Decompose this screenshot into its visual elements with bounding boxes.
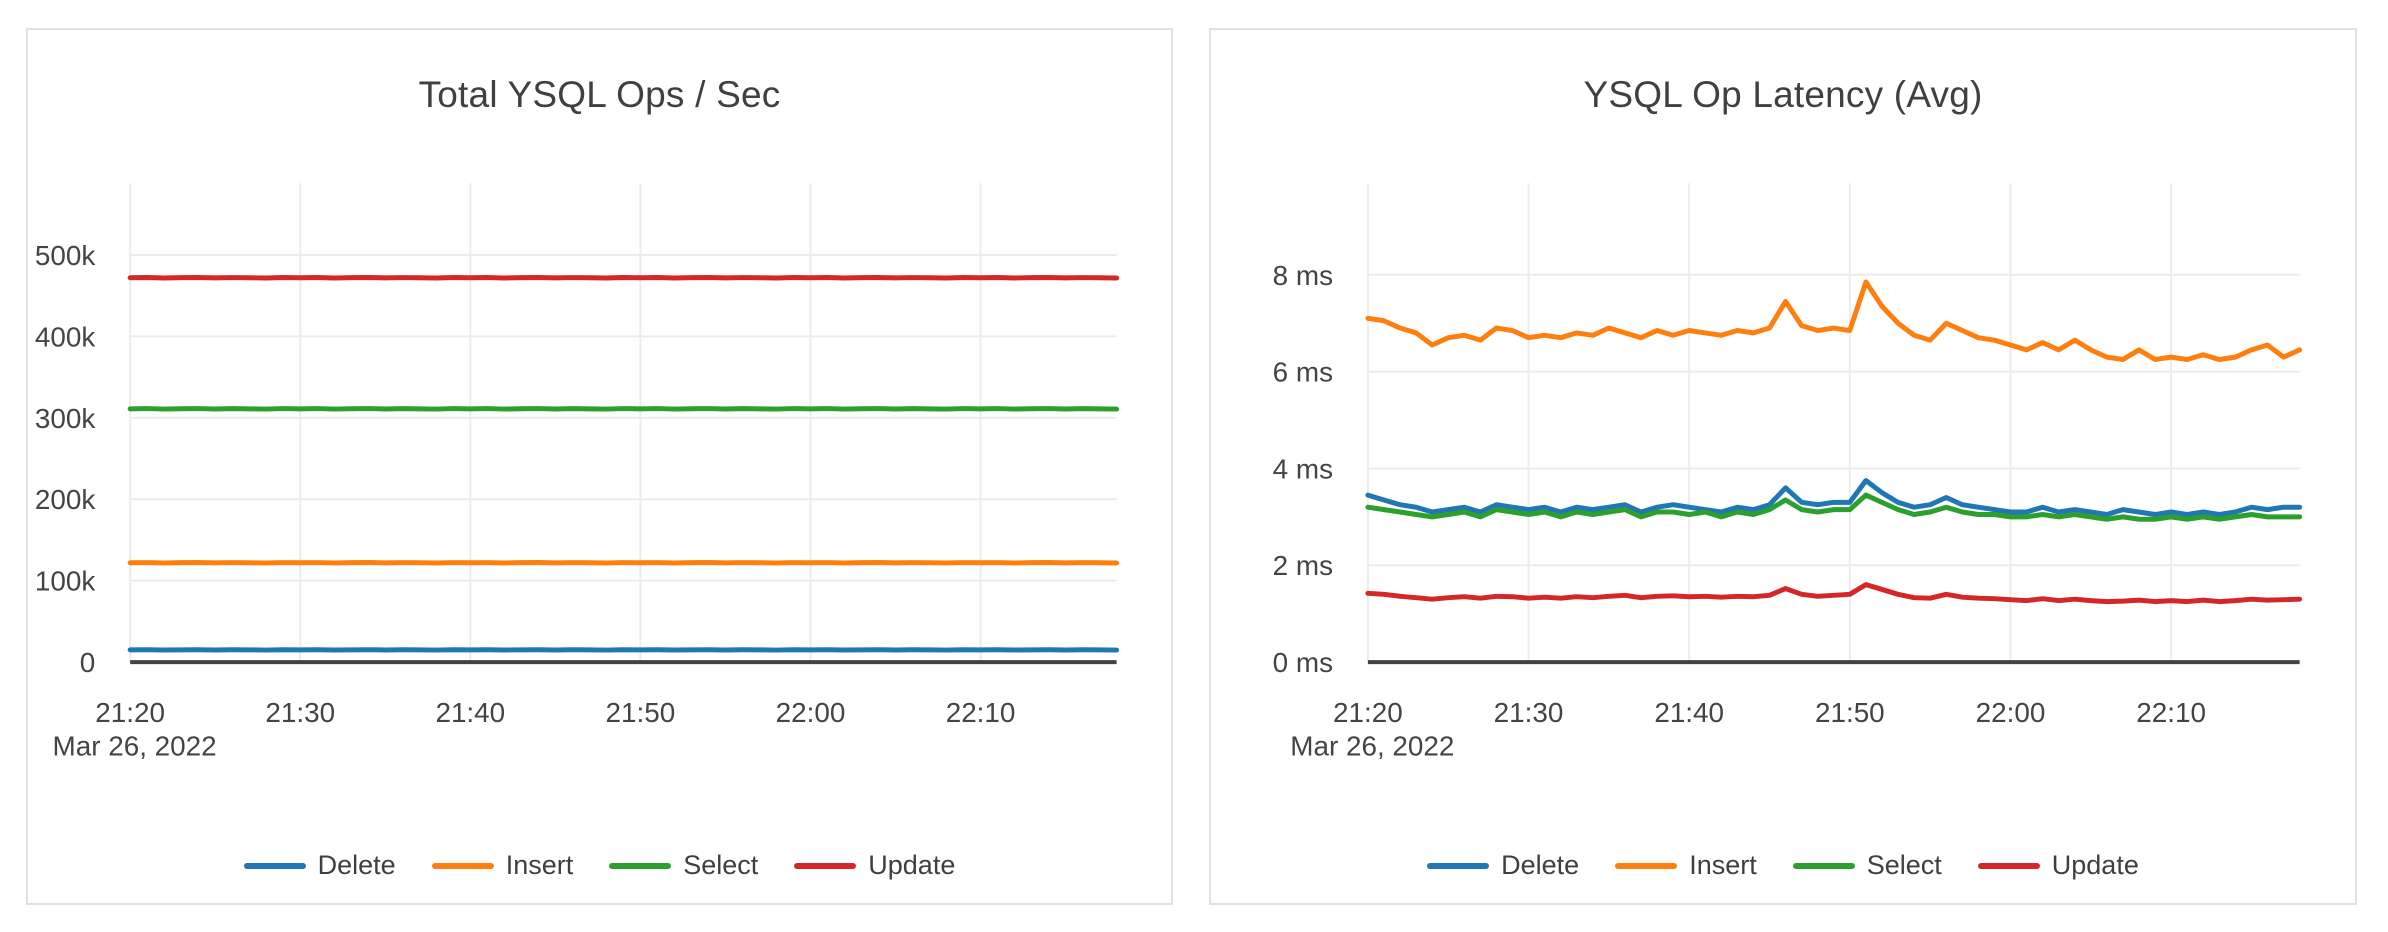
x-axis-date-label: Mar 26, 2022: [1290, 731, 1454, 762]
legend-label: Insert: [1689, 850, 1757, 880]
legend-line-swatch-icon: [243, 862, 306, 869]
x-axis-tick-label: 21:40: [1654, 697, 1724, 728]
legend-label: Select: [1866, 850, 1942, 880]
x-axis-tick-label: 22:10: [2136, 697, 2206, 728]
legend-label: Delete: [1501, 850, 1580, 880]
legend-label: Select: [683, 850, 759, 880]
y-axis-tick-label: 500k: [35, 240, 95, 271]
y-axis-tick-label: 200k: [35, 484, 95, 515]
legend-item-update[interactable]: Update: [794, 850, 955, 881]
x-axis-tick-label: 21:30: [265, 697, 335, 728]
x-axis-tick-label: 21:20: [95, 697, 165, 728]
legend-item-select[interactable]: Select: [609, 850, 758, 881]
y-axis-tick-label: 300k: [35, 403, 95, 434]
legend-label: Update: [2051, 850, 2139, 880]
op-latency-plot-area: 0 ms 2 ms 4 ms 6 ms 8 ms 21:20 21:30 21:40 21:50…: [1273, 183, 2303, 762]
legend-item-update[interactable]: Update: [1977, 850, 2139, 881]
y-axis-tick-label: 6 ms: [1273, 357, 1333, 388]
legend-item-delete[interactable]: Delete: [1427, 850, 1579, 881]
legend-line-swatch-icon: [1615, 862, 1678, 869]
x-axis-date-label: Mar 26, 2022: [53, 731, 217, 762]
legend-line-swatch-icon: [431, 862, 494, 869]
legend-label: Insert: [505, 850, 574, 880]
x-axis-tick-label: 21:50: [606, 697, 676, 728]
legend-line-swatch-icon: [794, 862, 857, 869]
ops-per-sec-chart-card: Total YSQL Ops / Sec 0 100k 200k 300k 400k 50…: [26, 28, 1173, 905]
chart-title: Total YSQL Ops / Sec: [418, 74, 781, 115]
x-axis-tick-label: 22:10: [946, 697, 1016, 728]
chart-legend: Delete Insert Select Update: [1211, 850, 2355, 881]
legend-line-swatch-icon: [1977, 862, 2040, 869]
legend-item-select[interactable]: Select: [1792, 850, 1942, 881]
series-line-update: [1365, 582, 2303, 605]
x-axis-tick-label: 21:30: [1494, 697, 1564, 728]
y-axis-tick-label: 400k: [35, 321, 95, 352]
x-axis-tick-label: 22:00: [776, 697, 846, 728]
legend-label: Update: [868, 850, 956, 880]
legend-item-delete[interactable]: Delete: [243, 850, 396, 881]
ops-per-sec-plot-area: 0 100k 200k 300k 400k 500k 21:20 21:30 21:40 21:5…: [35, 183, 1120, 762]
y-axis-tick-label: 0 ms: [1273, 647, 1333, 678]
y-axis-tick-label: 0: [80, 647, 96, 678]
series-line-select: [1365, 492, 2303, 522]
x-axis-tick-label: 21:50: [1815, 697, 1885, 728]
y-axis-tick-label: 8 ms: [1273, 260, 1333, 291]
legend-line-swatch-icon: [1427, 862, 1490, 869]
legend-item-insert[interactable]: Insert: [1615, 850, 1757, 881]
op-latency-chart-card: YSQL Op Latency (Avg) 0 ms 2 ms 4 ms 6 ms 8 …: [1209, 28, 2357, 905]
x-axis-tick-label: 22:00: [1976, 697, 2046, 728]
y-axis-tick-label: 100k: [35, 566, 95, 597]
x-axis-tick-label: 21:20: [1333, 697, 1403, 728]
chart-title: YSQL Op Latency (Avg): [1583, 74, 1983, 115]
y-axis-tick-label: 4 ms: [1273, 453, 1333, 484]
legend-line-swatch-icon: [1792, 862, 1855, 869]
legend-label: Delete: [317, 850, 396, 880]
chart-legend: Delete Insert Select Update: [28, 850, 1171, 881]
legend-item-insert[interactable]: Insert: [431, 850, 574, 881]
series-line-insert: [1365, 279, 2303, 362]
series-line-delete: [1365, 478, 2303, 517]
x-axis-tick-label: 21:40: [435, 697, 505, 728]
y-axis-tick-label: 2 ms: [1273, 550, 1333, 581]
legend-line-swatch-icon: [609, 862, 672, 869]
